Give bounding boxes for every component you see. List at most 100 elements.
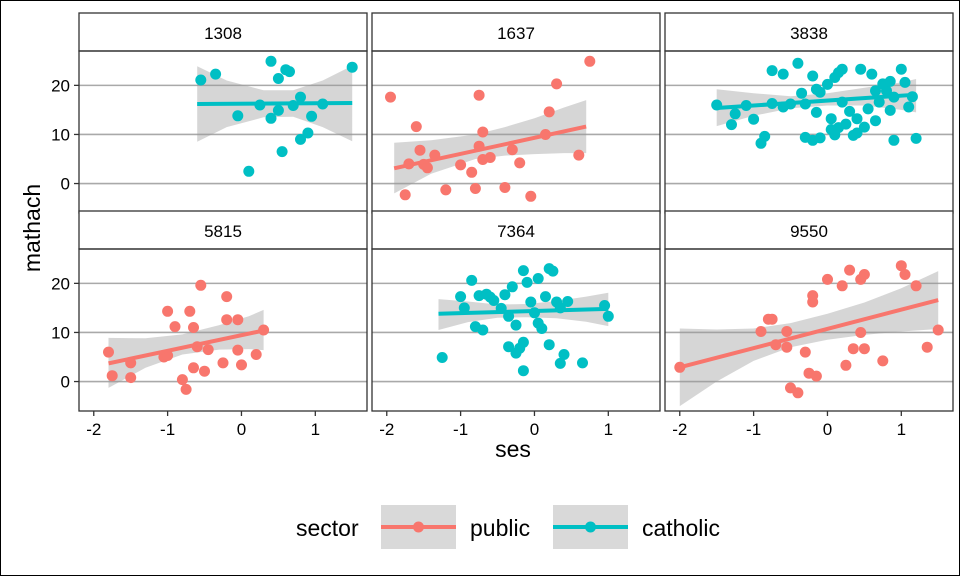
panel-7364-plot-area [371, 248, 661, 412]
panel-1637-data-point [543, 106, 555, 118]
panel-1308-data-point [195, 74, 207, 86]
panel-7364-data-point [510, 319, 522, 331]
panel-3838-strip-label: 3838 [790, 24, 828, 43]
panel-1637-data-point [473, 89, 485, 101]
panel-5815-plot-area [78, 248, 368, 412]
panel-7364-x-tick-label: 0 [530, 420, 539, 439]
panel-3838-data-point [825, 113, 837, 125]
panel-1308-data-point [302, 127, 314, 139]
panel-5815-x-tick-label: 0 [237, 420, 246, 439]
panel-9550-fit-line [679, 298, 939, 370]
panel-3838-data-point [884, 104, 896, 116]
panel-3838-data-point [748, 113, 760, 125]
panel-1637-data-point [499, 182, 511, 193]
panel-1637-data-point [477, 126, 489, 138]
panel-7364-data-point [503, 341, 515, 353]
panel-9550-x-tick-label: -1 [746, 420, 761, 439]
panel-7364-data-point [455, 291, 467, 303]
panel-3838-data-point [726, 119, 737, 131]
panel-3838-data-point [895, 63, 907, 75]
panel-7364-x-tick-label: 1 [604, 420, 613, 439]
panel-1308-data-point [272, 104, 284, 116]
panel-1308-data-point [276, 146, 288, 158]
panel-1637-data-point [466, 166, 478, 178]
panel-1637-strip-label: 1637 [497, 24, 535, 43]
panel-1308-strip-label: 1308 [204, 24, 242, 43]
panel-3838-data-point [822, 78, 833, 90]
panel-1637-data-point [421, 162, 433, 174]
x-axis-label: ses [495, 436, 531, 462]
panel-5815-x-tick-label: -1 [160, 420, 175, 439]
panel-5815-x-tick-label: -2 [86, 420, 101, 439]
panel-7364-data-point [517, 265, 529, 277]
legend-title: sector [296, 515, 359, 541]
legend-key-public [381, 505, 456, 549]
legend-key-catholic-point [585, 521, 596, 533]
legend-label-public: public [470, 515, 530, 541]
panel-5815-data-point [162, 305, 174, 317]
panel-1308-fit-line [197, 101, 353, 107]
panel-3838-data-point [899, 76, 911, 88]
panel-5815-data-point [236, 359, 247, 371]
panel-3838-data-point [851, 127, 863, 139]
panel-9550-data-point [766, 313, 778, 325]
panel-3838-data-point [810, 106, 822, 118]
panel-9550-x-tick-label: -2 [672, 420, 687, 439]
panel-5815-data-point [176, 374, 188, 386]
panel-1637-data-point [506, 144, 518, 156]
panel-5815-data-point [221, 291, 233, 303]
panel-7364-data-point [517, 336, 529, 348]
legend-key-catholic [553, 505, 628, 549]
panel-1637-strip [371, 12, 661, 52]
panel-3838-data-point [870, 85, 881, 97]
panel-9550-data-point [807, 290, 819, 302]
panel-3838: 3838 [664, 12, 954, 214]
panel-1308-data-point [232, 110, 244, 122]
panel-9550-data-point [899, 269, 911, 280]
panel-1637-data-point [399, 189, 411, 201]
panel-9550-plot-area [664, 248, 954, 412]
panel-1308-data-point [210, 68, 222, 80]
panel-5815-data-point [199, 365, 210, 377]
panel-3838-data-point [862, 103, 874, 115]
panel-9550-data-point [822, 273, 833, 285]
panel-1308-y-tick-label: 20 [51, 76, 70, 95]
panel-3838-data-point [777, 68, 789, 80]
panel-7364-fit-line [438, 306, 609, 316]
panel-7364-data-point [577, 357, 588, 369]
panel-5815-data-point [221, 314, 233, 326]
legend: sector public catholic [296, 505, 720, 549]
panel-1308-plot-area [78, 50, 368, 214]
panel-5815-strip [78, 210, 368, 250]
panel-5815-data-point [169, 321, 181, 333]
panel-7364-data-point [521, 276, 533, 288]
panel-9550-data-point [799, 346, 811, 358]
panel-1637-data-point [469, 183, 481, 194]
panel-3838-data-point [866, 68, 878, 80]
panel-5815-data-point [232, 344, 244, 356]
panel-3838-data-point [858, 121, 870, 133]
panel-9550-data-point [855, 327, 867, 338]
panel-1308-data-point [306, 110, 318, 122]
panel-3838-data-point [792, 57, 804, 69]
panel-1308-y-tick-label: 0 [61, 175, 70, 194]
panel-7364-data-point [532, 273, 544, 284]
panel-5815-data-point [195, 279, 207, 291]
panel-3838-data-point [881, 85, 892, 97]
panel-3838-data-point [844, 105, 856, 117]
panel-1308-data-point [265, 112, 277, 124]
panel-5815-y-tick-label: 20 [51, 274, 70, 293]
panel-1308-data-point [295, 133, 306, 145]
panel-1637-data-point [410, 121, 422, 133]
panel-7364-data-point [540, 291, 551, 303]
panel-7364-data-point [488, 295, 500, 306]
panel-9550-strip [664, 210, 954, 250]
panel-3838-data-point [888, 134, 900, 146]
panel-7364-strip-label: 7364 [497, 222, 535, 241]
panel-5815-data-point [217, 357, 229, 369]
panel-1637-data-point [514, 157, 526, 169]
panel-1308-data-point [346, 61, 358, 73]
panel-5815-data-point [184, 305, 196, 317]
